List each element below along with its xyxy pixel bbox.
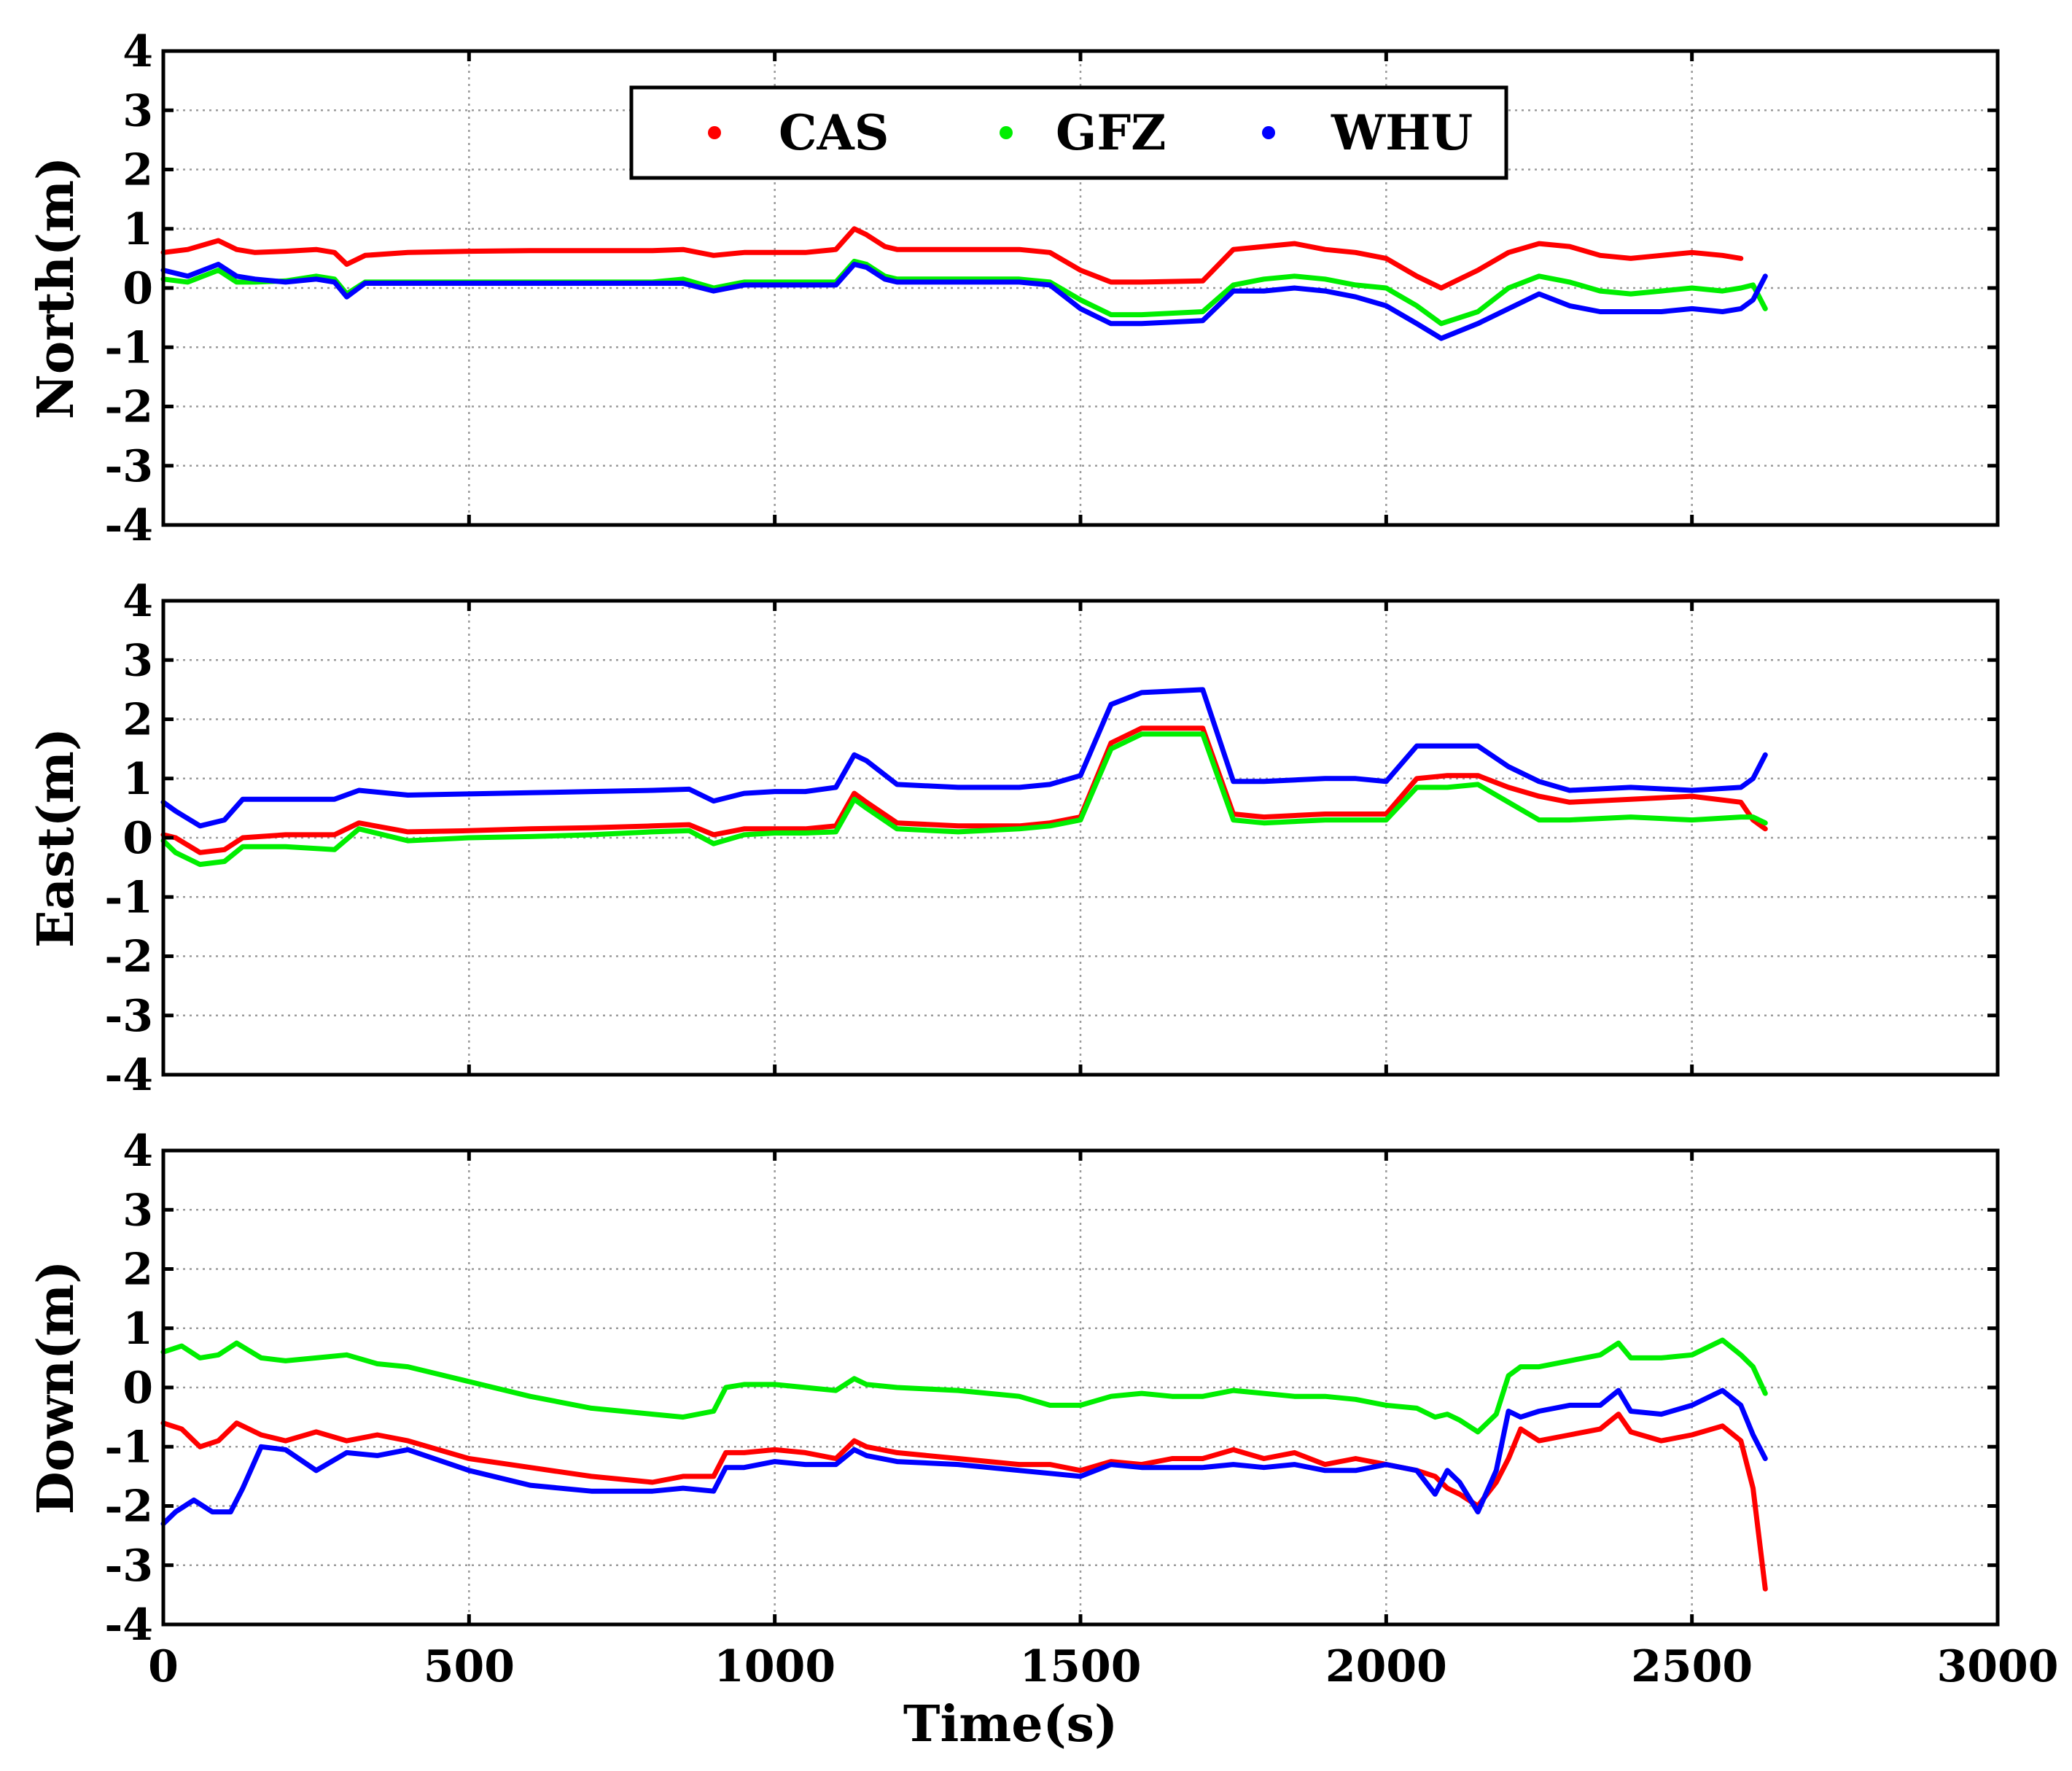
north-ytick-label--3: -3 (104, 441, 153, 492)
north-ytick-label-0: 0 (122, 263, 153, 314)
east-ytick-label-3: 3 (122, 635, 153, 686)
east-ytick-label-2: 2 (122, 695, 153, 746)
legend-label-cas: CAS (779, 104, 889, 161)
x-axis-label: Time(s) (903, 1695, 1118, 1754)
east-plot-area (160, 687, 1768, 868)
down-ytick-label-4: 4 (122, 1126, 153, 1177)
east-series-gfz (160, 731, 1768, 868)
legend: CAS GFZ WHU (629, 85, 1508, 180)
east-ytick-label-0: 0 (122, 813, 153, 864)
down-plot-area (160, 1337, 1768, 1592)
east-ticks (161, 599, 2000, 1077)
down-ytick-label-3: 3 (122, 1185, 153, 1236)
legend-label-whu: WHU (1331, 104, 1473, 161)
down-ytick-label--4: -4 (104, 1600, 153, 1651)
east-panel: -4 -3 -2 -1 0 1 2 3 4 East(m) (27, 576, 2000, 1101)
north-ytick-label-2: 2 (122, 145, 153, 196)
east-ytick-label--4: -4 (104, 1050, 153, 1101)
north-y-tick-labels: -4 -3 -2 -1 0 1 2 3 4 (104, 26, 153, 551)
x-tick-label-0: 0 (148, 1641, 179, 1692)
down-ytick-label-1: 1 (122, 1304, 153, 1355)
legend-marker-whu (1262, 126, 1275, 139)
north-ytick-label--4: -4 (104, 500, 153, 551)
north-ytick-label--2: -2 (104, 382, 153, 433)
down-y-axis-label: Down(m) (27, 1261, 85, 1515)
down-series-cas (160, 1412, 1768, 1592)
down-ytick-label--3: -3 (104, 1541, 153, 1592)
legend-box (629, 85, 1508, 180)
down-grid (163, 1151, 1998, 1624)
east-ytick-label--3: -3 (104, 991, 153, 1042)
north-panel: -4 -3 -2 -1 0 1 2 3 4 North(m) CAS GFZ WHU (27, 26, 2000, 551)
north-ticks (161, 49, 2000, 527)
down-series-gfz (160, 1337, 1768, 1435)
north-y-axis-label: North(m) (27, 157, 85, 420)
legend-marker-gfz (1000, 126, 1013, 139)
down-y-tick-labels: -4 -3 -2 -1 0 1 2 3 4 (104, 1126, 153, 1651)
x-tick-label-1000: 1000 (714, 1641, 836, 1692)
down-ytick-label-0: 0 (122, 1363, 153, 1414)
down-ytick-label--2: -2 (104, 1482, 153, 1533)
north-series-cas (160, 226, 1744, 291)
east-ytick-label--1: -1 (104, 872, 153, 923)
east-y-axis-label: East(m) (27, 728, 85, 948)
legend-label-gfz: GFZ (1056, 104, 1166, 161)
x-tick-label-3000: 3000 (1937, 1641, 2059, 1692)
north-ytick-label-3: 3 (122, 85, 153, 136)
down-ytick-label--1: -1 (104, 1422, 153, 1473)
x-tick-label-2500: 2500 (1631, 1641, 1753, 1692)
north-plot-area (160, 226, 1768, 341)
down-ytick-label-2: 2 (122, 1245, 153, 1296)
x-tick-label-1500: 1500 (1020, 1641, 1142, 1692)
north-ytick-label-1: 1 (122, 204, 153, 255)
down-ticks (161, 1148, 2000, 1627)
down-panel: -4 -3 -2 -1 0 1 2 3 4 Down(m) 0 500 1000 1500 2000 25… (27, 1126, 2059, 1692)
x-tick-labels: 0 500 1000 1500 2000 2500 3000 (148, 1641, 2058, 1692)
east-grid (163, 601, 1998, 1075)
x-tick-label-2000: 2000 (1325, 1641, 1447, 1692)
north-series-whu (160, 262, 1768, 341)
legend-marker-cas (708, 126, 721, 139)
east-y-tick-labels: -4 -3 -2 -1 0 1 2 3 4 (104, 576, 153, 1101)
east-series-whu (160, 687, 1768, 829)
north-ytick-label--1: -1 (104, 322, 153, 373)
east-ytick-label-4: 4 (122, 576, 153, 627)
x-tick-label-500: 500 (424, 1641, 515, 1692)
east-ytick-label-1: 1 (122, 754, 153, 805)
east-series-cas (160, 725, 1768, 855)
east-ytick-label--2: -2 (104, 932, 153, 983)
north-ytick-label-4: 4 (122, 26, 153, 77)
down-series-whu (160, 1387, 1768, 1527)
